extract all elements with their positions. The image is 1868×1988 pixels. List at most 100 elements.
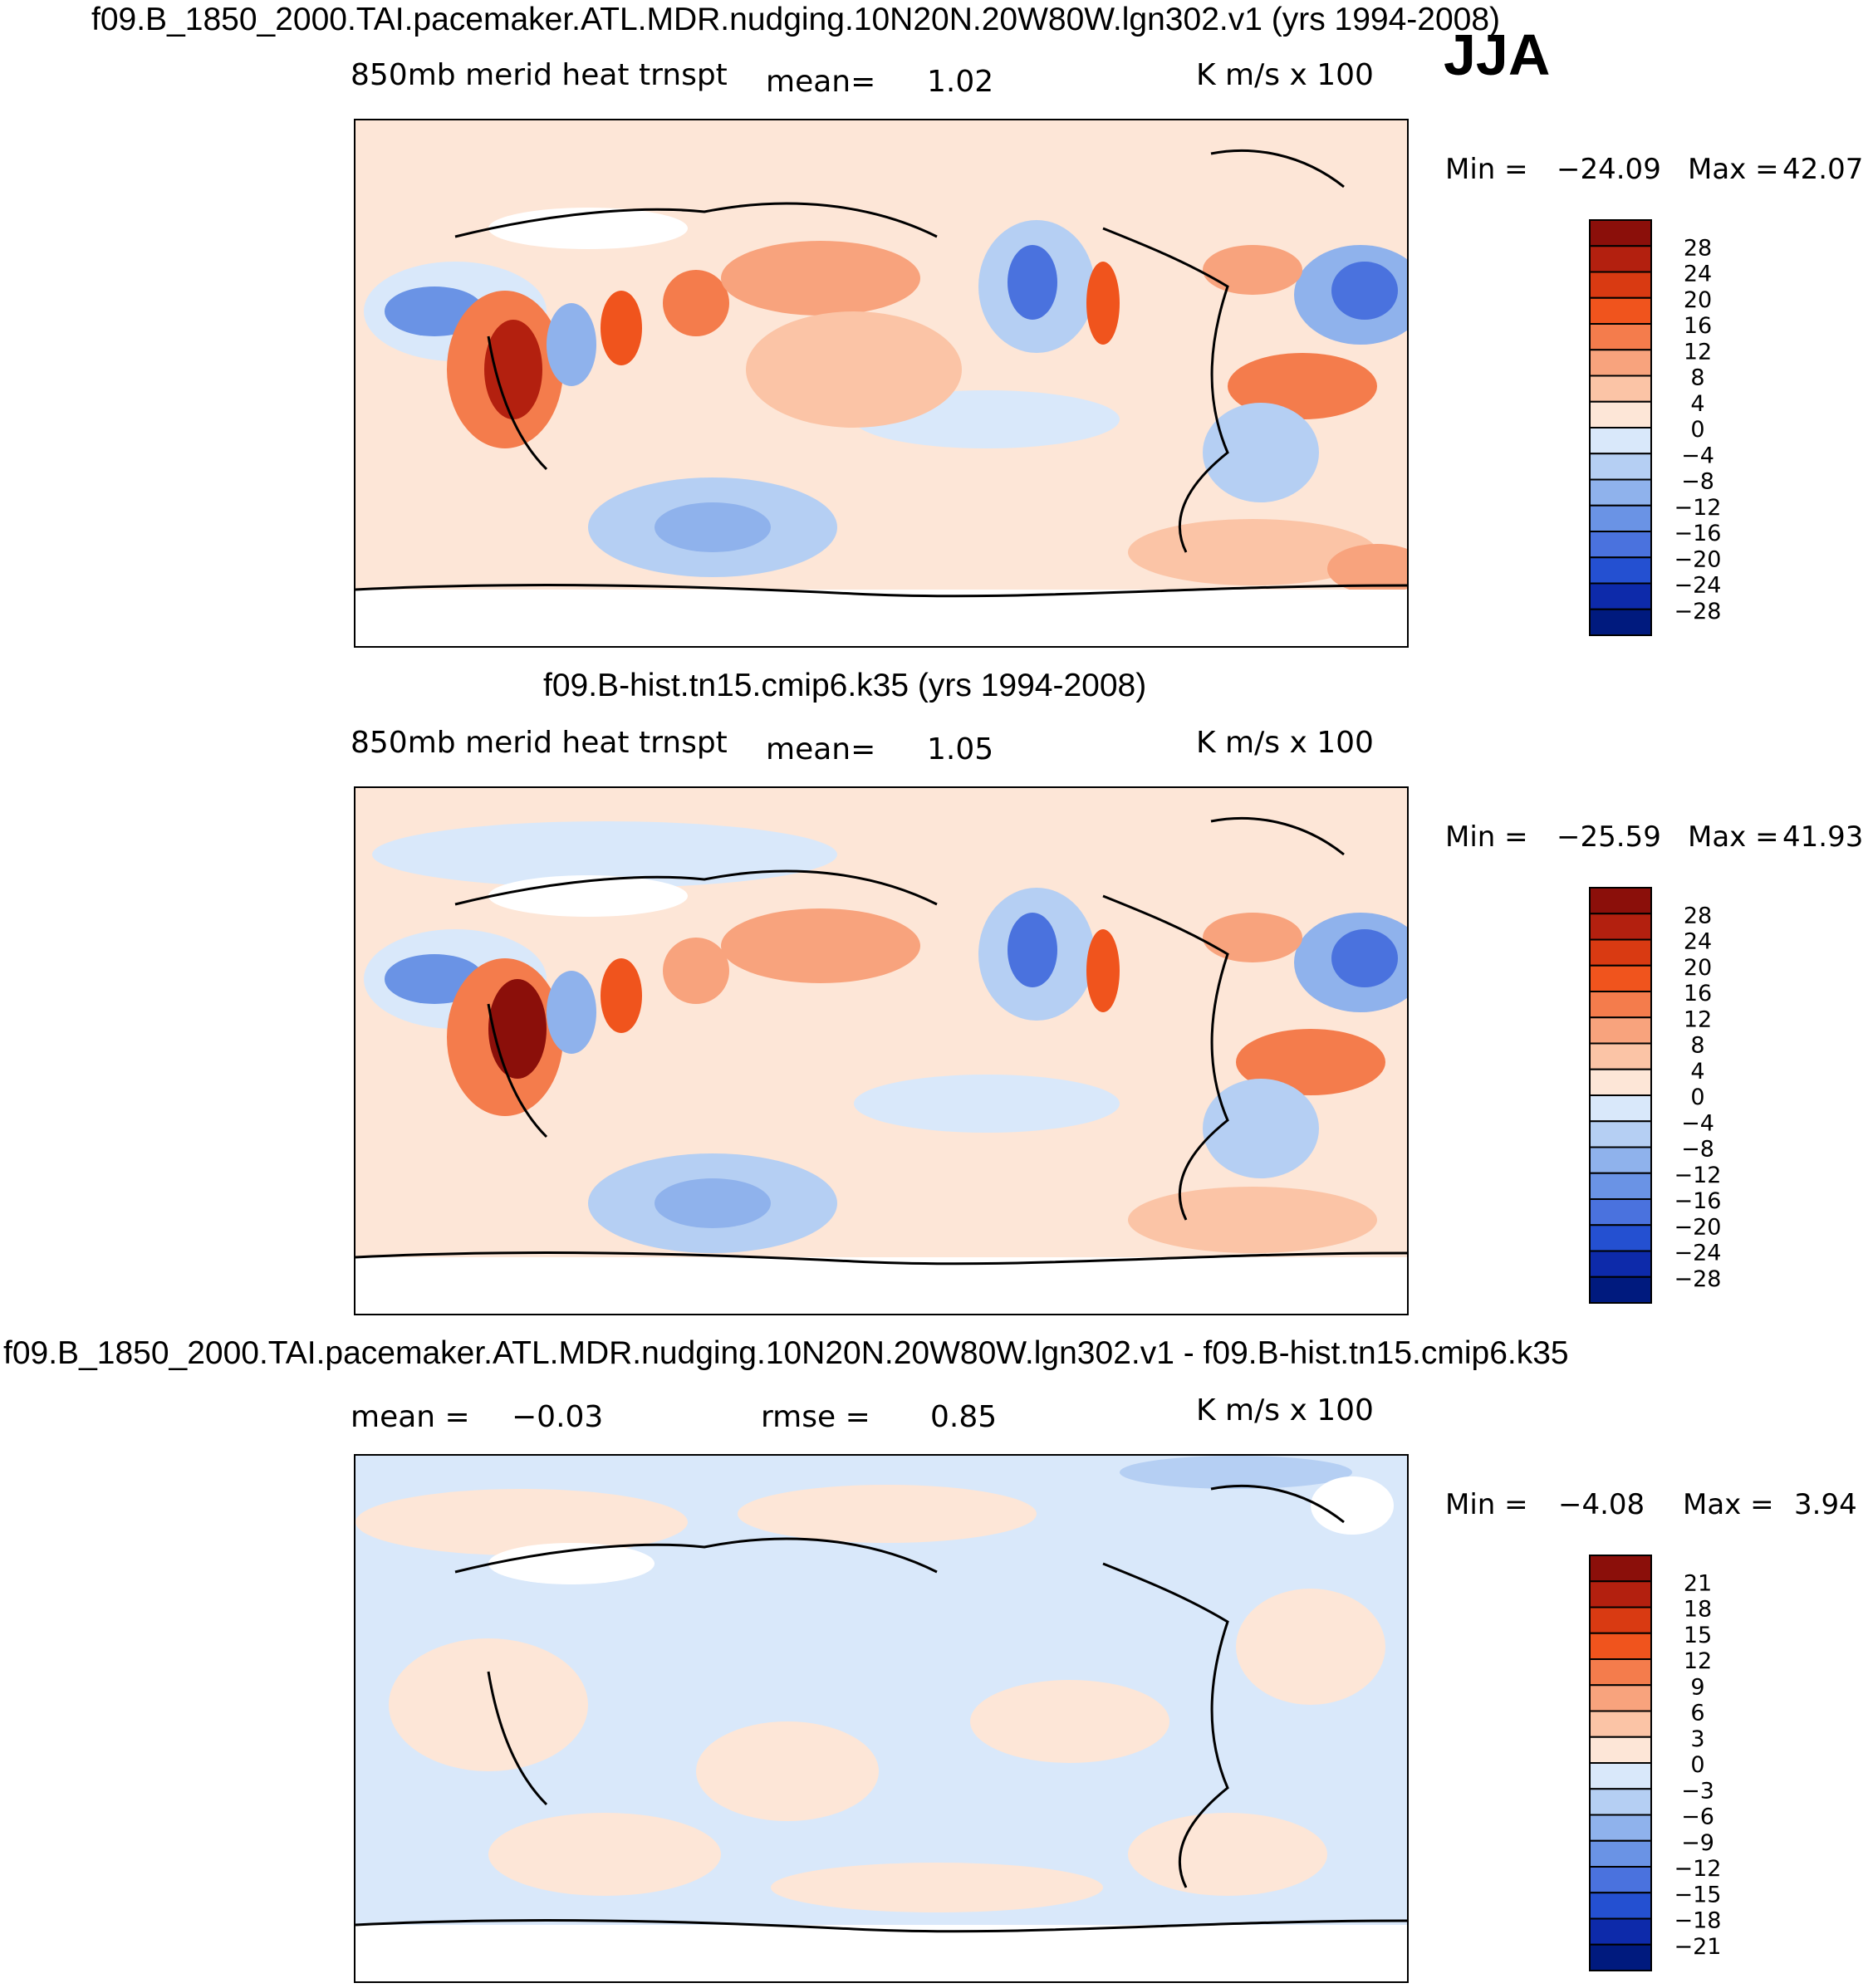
colorbar-swatch (1589, 375, 1652, 403)
colorbar-tick-label: −12 (1674, 1163, 1722, 1188)
colorbar-swatch (1589, 1866, 1652, 1894)
panel3-title: f09.B_1850_2000.TAI.pacemaker.ATL.MDR.nu… (3, 1335, 1569, 1371)
panel3-rmse-value: 0.85 (930, 1400, 998, 1434)
colorbar-tick-label: −21 (1674, 1934, 1722, 1960)
panel1-units: K m/s x 100 (1196, 58, 1374, 92)
colorbar-swatch (1589, 1710, 1652, 1738)
panel2-variable: 850mb merid heat trnspt (351, 726, 728, 760)
colorbar-swatch (1589, 1892, 1652, 1920)
colorbar-swatch (1589, 271, 1652, 299)
colorbar-swatch (1589, 1606, 1652, 1634)
colorbar-tick-label: −15 (1674, 1882, 1722, 1907)
colorbar-tick-label: 20 (1684, 955, 1712, 981)
panel1-mean-label: mean= (766, 65, 876, 99)
colorbar-tick-label: −24 (1674, 573, 1722, 599)
colorbar-tick-label: 4 (1690, 391, 1704, 417)
colorbar-tick-label: 4 (1690, 1059, 1704, 1085)
colorbar-swatch (1589, 1224, 1652, 1252)
colorbar-tick-label: 21 (1684, 1570, 1712, 1596)
colorbar-tick-label: 12 (1684, 1648, 1712, 1674)
colorbar-tick-label: 28 (1684, 235, 1712, 261)
panel2-map (354, 786, 1409, 1315)
colorbar-swatch (1589, 504, 1652, 532)
colorbar-tick-label: 6 (1690, 1701, 1704, 1726)
panel2-max-label: Max = (1688, 820, 1779, 854)
colorbar-swatch (1589, 1250, 1652, 1278)
colorbar-swatch (1589, 938, 1652, 967)
colorbar-swatch (1589, 1146, 1652, 1174)
colorbar-swatch (1589, 1632, 1652, 1660)
panel2-colorbar: 28 24 20 16 12 8 4 0 −4 −8 −12 −16 −20 −24 −28 (1589, 887, 1739, 1304)
colorbar-swatch (1589, 1555, 1652, 1583)
colorbar-tick-label: −20 (1674, 546, 1722, 572)
panel1-field (355, 120, 1407, 646)
season-label: JJA (1444, 22, 1551, 87)
colorbar-swatch (1589, 1839, 1652, 1868)
colorbar-swatch (1589, 1068, 1652, 1096)
panel1-title: f09.B_1850_2000.TAI.pacemaker.ATL.MDR.nu… (91, 2, 1501, 37)
colorbar-swatch (1589, 991, 1652, 1019)
panel3-min-label: Min = (1445, 1488, 1528, 1521)
panel1-mean-value: 1.02 (927, 65, 994, 99)
panel3-max-value: 3.94 (1794, 1488, 1857, 1521)
panel3-field (355, 1456, 1407, 1981)
colorbar-swatch (1589, 219, 1652, 247)
panel1-max-value: 42.07 (1782, 153, 1864, 186)
colorbar-tick-label: −12 (1674, 495, 1722, 521)
colorbar-tick-label: −16 (1674, 521, 1722, 546)
panel1-colorbar: 28 24 20 16 12 8 4 0 −4 −8 −12 −16 −20 −24 −28 (1589, 219, 1739, 636)
panel1-map (354, 119, 1409, 648)
colorbar-tick-label: 20 (1684, 287, 1712, 313)
colorbar-tick-label: −8 (1681, 469, 1714, 495)
colorbar-swatch (1589, 1042, 1652, 1070)
colorbar-swatch (1589, 1814, 1652, 1842)
panel2-max-value: 41.93 (1782, 820, 1864, 854)
colorbar-swatch (1589, 1684, 1652, 1712)
colorbar-swatch (1589, 323, 1652, 351)
colorbar-swatch (1589, 531, 1652, 559)
panel3-mean-value: −0.03 (512, 1400, 604, 1434)
colorbar-tick-label: −18 (1674, 1908, 1722, 1934)
colorbar-swatch (1589, 478, 1652, 507)
panel2-min-label: Min = (1445, 820, 1528, 854)
colorbar-tick-label: 0 (1690, 417, 1704, 443)
colorbar-swatch (1589, 608, 1652, 636)
colorbar-tick-label: −9 (1681, 1830, 1714, 1856)
colorbar-tick-label: 12 (1684, 339, 1712, 365)
colorbar-swatch (1589, 1788, 1652, 1816)
colorbar-swatch (1589, 427, 1652, 455)
colorbar-tick-label: −28 (1674, 1266, 1722, 1292)
colorbar-tick-label: −16 (1674, 1188, 1722, 1214)
panel2-field (355, 788, 1407, 1314)
colorbar-swatch (1589, 1094, 1652, 1123)
colorbar-tick-label: 15 (1684, 1623, 1712, 1648)
panel2-mean-value: 1.05 (927, 732, 994, 766)
colorbar-swatch (1589, 1580, 1652, 1609)
colorbar-tick-label: 16 (1684, 981, 1712, 1006)
colorbar-swatch (1589, 349, 1652, 377)
colorbar-swatch (1589, 400, 1652, 428)
colorbar-tick-label: −4 (1681, 1110, 1714, 1136)
panel1-max-label: Max = (1688, 153, 1779, 186)
colorbar-tick-label: 28 (1684, 903, 1712, 928)
panel3-mean-label: mean = (351, 1400, 470, 1434)
panel2-min-value: −25.59 (1557, 820, 1661, 854)
panel2-mean-label: mean= (766, 732, 876, 766)
colorbar-swatch (1589, 1172, 1652, 1200)
colorbar-swatch (1589, 296, 1652, 325)
colorbar-swatch (1589, 556, 1652, 585)
colorbar-swatch (1589, 1016, 1652, 1045)
colorbar-swatch (1589, 245, 1652, 273)
colorbar-swatch (1589, 453, 1652, 481)
colorbar-tick-label: 3 (1690, 1726, 1704, 1752)
colorbar-swatch (1589, 1198, 1652, 1227)
colorbar-tick-label: 8 (1690, 365, 1704, 391)
colorbar-tick-label: 0 (1690, 1752, 1704, 1778)
colorbar-swatch (1589, 1943, 1652, 1971)
colorbar-swatch (1589, 913, 1652, 941)
colorbar-tick-label: 24 (1684, 262, 1712, 287)
colorbar-swatch (1589, 1762, 1652, 1790)
colorbar-swatch (1589, 1658, 1652, 1687)
